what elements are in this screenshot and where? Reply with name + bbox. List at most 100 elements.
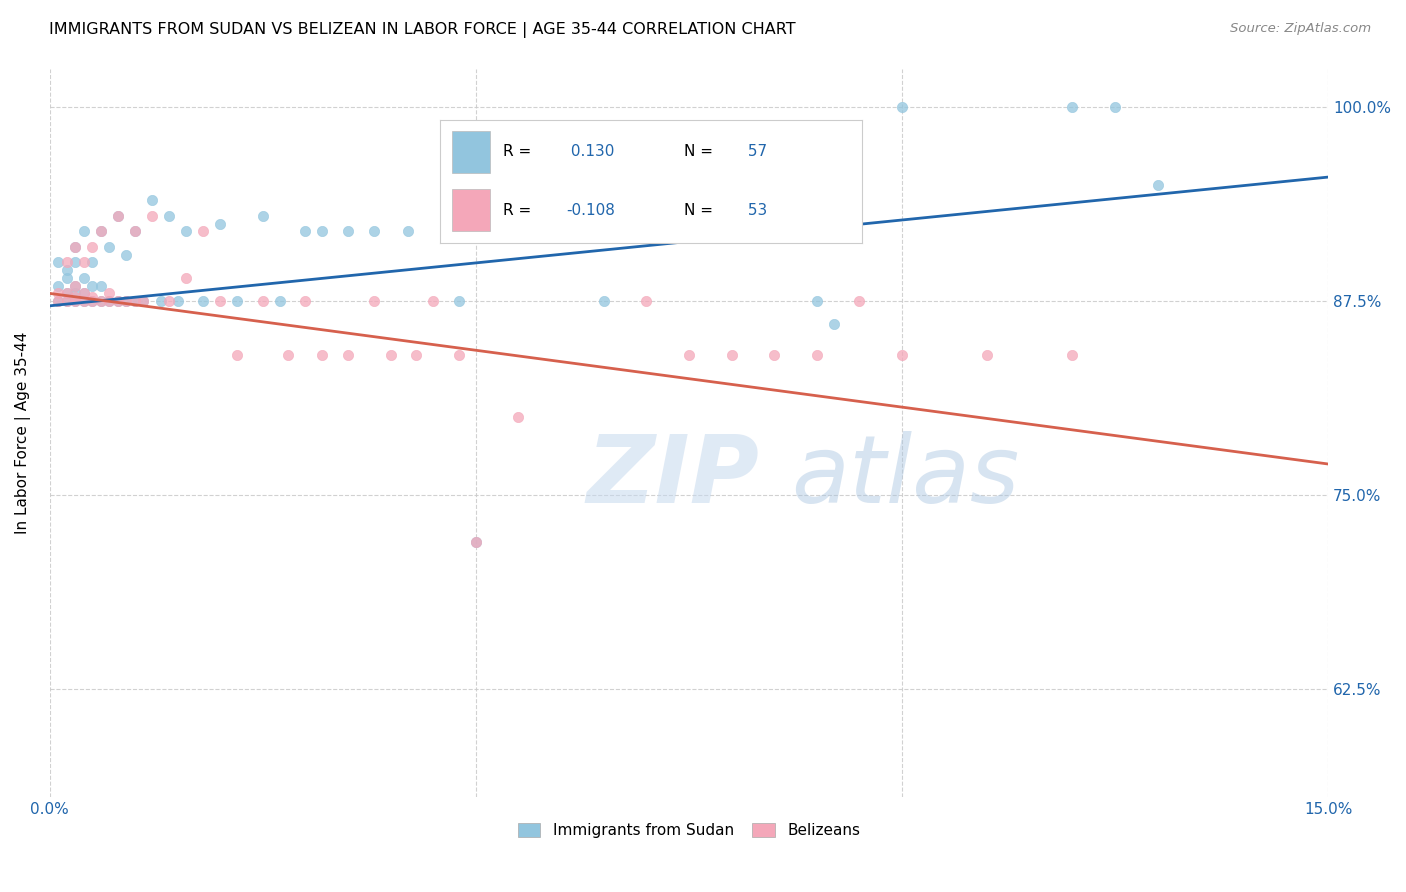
Point xyxy=(311,348,333,362)
Point xyxy=(191,294,214,309)
Point xyxy=(209,294,232,309)
Point xyxy=(82,294,104,309)
Point xyxy=(98,294,121,309)
Point xyxy=(73,271,96,285)
Point xyxy=(337,348,360,362)
Point xyxy=(73,286,96,301)
Point xyxy=(65,294,87,309)
Point xyxy=(422,294,444,309)
Point xyxy=(1062,348,1084,362)
Point xyxy=(226,294,249,309)
Point xyxy=(157,209,180,223)
Point xyxy=(56,294,79,309)
Point xyxy=(82,240,104,254)
Point xyxy=(508,410,530,425)
Point xyxy=(65,289,87,303)
Point xyxy=(82,289,104,303)
Point xyxy=(166,294,188,309)
Point xyxy=(508,224,530,238)
Point xyxy=(891,100,914,114)
Point xyxy=(65,240,87,254)
Point xyxy=(252,209,274,223)
Point xyxy=(65,278,87,293)
Point xyxy=(73,255,96,269)
Point xyxy=(678,348,700,362)
Point xyxy=(1104,100,1126,114)
Point xyxy=(65,255,87,269)
Point xyxy=(107,294,129,309)
Point xyxy=(294,294,316,309)
Point xyxy=(56,263,79,277)
Point xyxy=(56,286,79,301)
Point xyxy=(115,294,138,309)
Point xyxy=(891,348,914,362)
Point xyxy=(1146,178,1168,192)
Point xyxy=(46,278,69,293)
Point xyxy=(65,294,87,309)
Point xyxy=(191,224,214,238)
Point xyxy=(157,294,180,309)
Point xyxy=(141,209,163,223)
Point xyxy=(115,294,138,309)
Point xyxy=(46,294,69,309)
Point xyxy=(363,294,385,309)
Point xyxy=(73,294,96,309)
Point xyxy=(107,209,129,223)
Point xyxy=(277,348,299,362)
Point xyxy=(311,224,333,238)
Point xyxy=(82,255,104,269)
Point xyxy=(65,240,87,254)
Point xyxy=(90,278,112,293)
Point xyxy=(107,209,129,223)
Point xyxy=(90,294,112,309)
Point xyxy=(269,294,291,309)
Point xyxy=(405,348,427,362)
Point xyxy=(592,294,614,309)
Point xyxy=(124,224,146,238)
Point xyxy=(447,348,470,362)
Point xyxy=(115,247,138,261)
Point xyxy=(720,348,742,362)
Point xyxy=(1062,100,1084,114)
Point xyxy=(56,286,79,301)
Point xyxy=(90,224,112,238)
Point xyxy=(65,278,87,293)
Point xyxy=(90,224,112,238)
Point xyxy=(56,271,79,285)
Point xyxy=(98,294,121,309)
Point xyxy=(141,194,163,208)
Point xyxy=(464,534,486,549)
Point xyxy=(447,294,470,309)
Point xyxy=(56,255,79,269)
Point xyxy=(98,240,121,254)
Y-axis label: In Labor Force | Age 35-44: In Labor Force | Age 35-44 xyxy=(15,332,31,534)
Point xyxy=(806,348,828,362)
Point xyxy=(46,294,69,309)
Point xyxy=(46,286,69,301)
Point xyxy=(56,294,79,309)
Text: ZIP: ZIP xyxy=(586,431,759,523)
Point xyxy=(98,286,121,301)
Point xyxy=(124,224,146,238)
Point xyxy=(550,224,572,238)
Point xyxy=(806,294,828,309)
Text: Source: ZipAtlas.com: Source: ZipAtlas.com xyxy=(1230,22,1371,36)
Text: atlas: atlas xyxy=(792,431,1019,522)
Point xyxy=(763,348,786,362)
Point xyxy=(848,294,870,309)
Point xyxy=(226,348,249,362)
Point xyxy=(107,294,129,309)
Point xyxy=(209,217,232,231)
Point xyxy=(90,294,112,309)
Point xyxy=(132,294,155,309)
Point xyxy=(252,294,274,309)
Point xyxy=(124,294,146,309)
Point xyxy=(174,224,197,238)
Point xyxy=(380,348,402,362)
Point xyxy=(46,255,69,269)
Point xyxy=(82,294,104,309)
Point xyxy=(363,224,385,238)
Text: IMMIGRANTS FROM SUDAN VS BELIZEAN IN LABOR FORCE | AGE 35-44 CORRELATION CHART: IMMIGRANTS FROM SUDAN VS BELIZEAN IN LAB… xyxy=(49,22,796,38)
Point xyxy=(124,294,146,309)
Legend: Immigrants from Sudan, Belizeans: Immigrants from Sudan, Belizeans xyxy=(512,817,866,845)
